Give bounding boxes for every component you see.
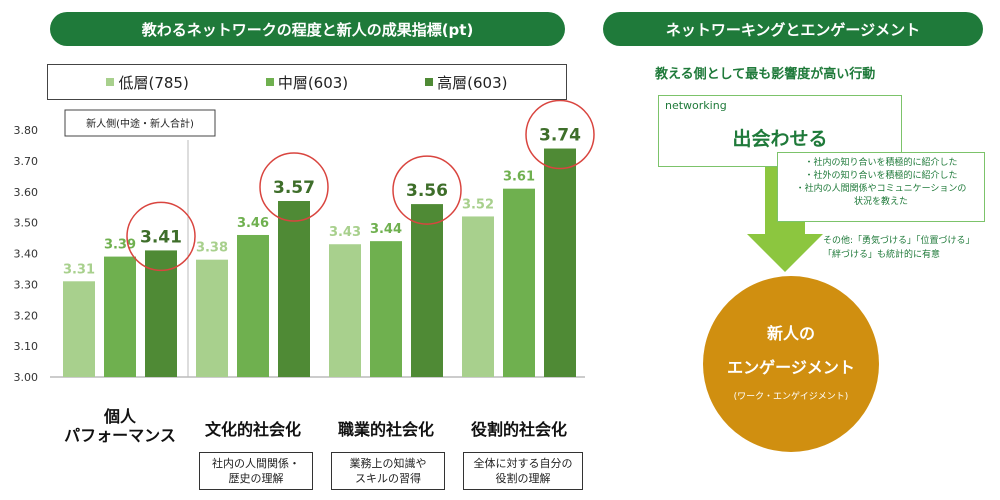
panel-label: 新人側(中途・新人合計) xyxy=(86,117,194,130)
bar xyxy=(196,259,228,377)
category-note-cultural: 社内の人間関係・ 歴史の理解 xyxy=(199,452,313,490)
legend-item: 高層(603) xyxy=(425,72,507,93)
legend-swatch xyxy=(265,78,274,86)
category-note-occupational: 業務上の知識や スキルの習得 xyxy=(331,452,445,490)
legend-item: 中層(603) xyxy=(265,72,349,93)
bar xyxy=(237,234,269,377)
networking-main-label: 出会わせる xyxy=(732,128,828,150)
y-tick-label: 3.10 xyxy=(14,340,39,353)
highlight-circle xyxy=(126,201,196,272)
highlight-circle xyxy=(392,155,462,225)
panel-label-box xyxy=(64,109,216,137)
data-label: 3.39 xyxy=(104,238,136,253)
bar xyxy=(278,201,310,377)
category-label: 個人 xyxy=(103,407,137,426)
legend-swatch xyxy=(106,78,115,86)
data-label: 3.41 xyxy=(140,227,182,247)
y-tick-label: 3.00 xyxy=(14,371,39,384)
y-tick-label: 3.80 xyxy=(14,124,39,137)
bullet-item: ・社外の知り合いを積極的に紹介した xyxy=(804,171,958,181)
bar xyxy=(329,244,361,377)
bullet-item: ・社内の知り合いを積極的に紹介した xyxy=(804,158,958,168)
bar xyxy=(63,281,95,377)
legend-label: 高層(603) xyxy=(437,73,508,92)
chart-legend: 低層(785) 中層(603) 高層(603) xyxy=(47,64,567,100)
category-label: パフォーマンス xyxy=(64,426,176,445)
data-label: 3.44 xyxy=(370,222,402,237)
data-label: 3.56 xyxy=(406,181,448,201)
y-tick-label: 3.60 xyxy=(14,186,39,199)
legend-label: 低層(785) xyxy=(118,73,189,92)
data-label: 3.61 xyxy=(503,170,535,185)
engagement-circle: 新人の エンゲージメント (ワーク・エンゲイジメント) xyxy=(703,276,879,452)
engagement-line1: 新人の xyxy=(766,324,815,343)
legend-swatch xyxy=(425,78,434,86)
bar xyxy=(503,188,535,377)
legend-item: 低層(785) xyxy=(106,72,189,93)
chart-header: 教わるネットワークの程度と新人の成果指標(pt) xyxy=(50,12,565,46)
data-label: 3.57 xyxy=(273,178,315,198)
data-label: 3.74 xyxy=(539,126,581,146)
bar xyxy=(145,250,177,377)
panel-header: ネットワーキングとエンゲージメント xyxy=(603,12,983,46)
data-label: 3.38 xyxy=(196,241,228,256)
bar xyxy=(104,256,136,377)
data-label: 3.31 xyxy=(63,262,95,277)
bar xyxy=(544,148,576,377)
bar xyxy=(370,241,402,377)
engagement-line2: エンゲージメント xyxy=(727,358,855,377)
y-tick-label: 3.70 xyxy=(14,155,39,168)
bullet-item: ・社内の人間関係やコミュニケーションの xyxy=(795,184,967,194)
y-tick-label: 3.50 xyxy=(14,217,39,230)
networking-small-label: networking xyxy=(665,99,727,112)
y-tick-label: 3.40 xyxy=(14,248,39,261)
data-label: 3.43 xyxy=(329,225,361,240)
bar xyxy=(462,216,494,377)
category-label: 役割的社会化 xyxy=(471,420,567,439)
bar-chart: 3.00 3.10 3.20 3.30 3.40 3.50 3.60 3.70 3.80 新人側(… xyxy=(14,100,595,445)
category-label: 職業的社会化 xyxy=(338,420,434,439)
networking-bullets: ・社内の知り合いを積極的に紹介した ・社外の知り合いを積極的に紹介した ・社内の… xyxy=(777,152,985,222)
highlight-circle xyxy=(525,100,595,170)
other-behaviors-note: その他:「勇気づける」「位置づける」「絆づける」も統計的に有意 xyxy=(823,236,975,260)
highlight-circle xyxy=(259,152,329,222)
category-note-role: 全体に対する自分の 役割の理解 xyxy=(463,452,583,490)
category-label: 文化的社会化 xyxy=(205,420,301,439)
y-tick-label: 3.30 xyxy=(14,278,39,291)
data-label: 3.52 xyxy=(462,197,494,212)
bullet-item: 状況を教えた xyxy=(853,197,908,207)
data-label: 3.46 xyxy=(237,216,269,231)
influence-subheading: 教える側として最も影響度が高い行動 xyxy=(655,67,876,82)
bar xyxy=(411,204,443,377)
engagement-line3: (ワーク・エンゲイジメント) xyxy=(733,392,849,402)
y-tick-label: 3.20 xyxy=(14,309,39,322)
legend-label: 中層(603) xyxy=(277,73,349,92)
